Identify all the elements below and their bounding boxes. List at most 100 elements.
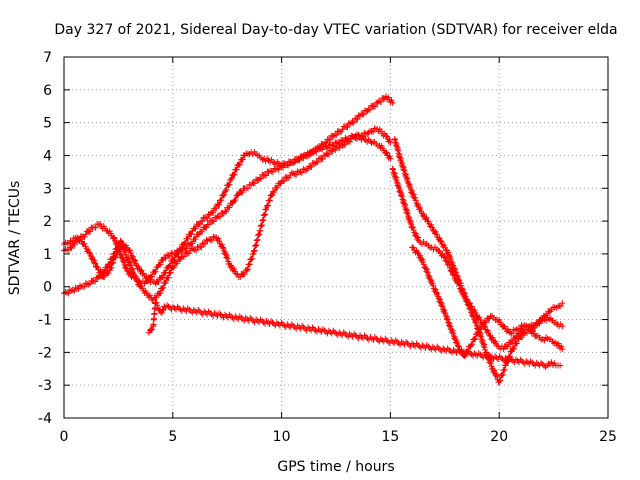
data-point [555,342,557,344]
data-point [437,250,439,252]
data-point [537,322,539,324]
data-point [476,332,478,334]
data-point [535,335,537,337]
data-point [472,315,474,317]
data-point [489,315,491,317]
data-point [405,207,407,209]
grid [64,57,608,418]
data-point [150,328,152,330]
data-point [453,266,455,268]
data-point [224,191,226,193]
data-point [281,181,283,183]
data-point [389,158,391,160]
data-point [350,138,352,140]
data-point [389,141,391,143]
x-tick-label: 15 [381,429,399,445]
data-point [198,246,200,248]
data-point [98,223,100,225]
data-point [276,168,278,170]
data-point [561,302,563,304]
data-point [550,361,552,363]
y-tick-label: 7 [43,50,52,66]
data-point [315,161,317,163]
data-point [70,240,72,242]
x-tick-label: 25 [599,429,617,445]
series-markers [61,125,394,303]
data-point [457,345,459,347]
series-track-g [145,299,564,371]
data-point [516,335,518,337]
data-point [368,131,370,133]
data-point [333,148,335,150]
data-point [337,141,339,143]
data-point [152,325,154,327]
y-tick-label: -4 [38,411,52,427]
data-series [61,93,566,386]
data-point [85,233,87,235]
series-markers [145,299,564,371]
data-point [154,282,156,284]
data-point [503,325,505,327]
data-point [128,250,130,252]
data-point [228,263,230,265]
data-point [307,168,309,170]
data-point [89,282,91,284]
y-tick-label: 6 [43,83,52,99]
data-point [496,319,498,321]
data-point [342,145,344,147]
y-tick-label: -2 [38,345,52,361]
data-point [200,220,202,222]
data-point [113,237,115,238]
data-point [289,161,291,163]
data-point [96,266,98,268]
data-point [424,243,426,245]
data-point [542,338,544,340]
data-point [544,315,546,317]
data-point [411,246,413,248]
data-point [167,266,169,268]
data-point [433,230,435,232]
data-point [418,253,420,255]
data-point [152,299,154,301]
data-point [529,325,531,327]
data-point [505,364,507,366]
data-point [546,364,548,366]
data-point [159,292,161,294]
data-point [141,273,143,275]
data-point [244,154,246,156]
data-point [398,187,400,189]
data-point [548,338,550,340]
data-point [263,158,265,160]
data-point [385,95,387,97]
data-point [207,223,209,225]
data-point [350,122,352,124]
data-point [246,269,248,271]
data-point [157,266,159,268]
data-point [146,292,148,294]
data-point [307,154,309,156]
data-point [328,145,330,147]
data-point [555,322,557,324]
y-tick-label: 0 [43,280,52,296]
data-point [476,315,478,317]
y-tick-label: 2 [43,214,52,230]
data-point [424,266,426,268]
axis-ticks [63,56,609,419]
y-tick-label: 3 [43,181,52,197]
data-point [191,230,193,232]
data-point [250,184,252,186]
x-tick-label: 10 [273,429,291,445]
y-axis-label: SDTVAR / TECUs [7,181,23,296]
data-point [359,135,361,137]
data-point [555,364,557,366]
data-point [450,328,452,330]
data-point [272,161,274,163]
data-point [548,319,550,321]
data-point [446,250,448,252]
y-tick-label: 4 [43,148,52,164]
data-point [252,253,254,255]
data-point [76,237,78,238]
data-point [470,345,472,347]
plot-frame [63,56,609,419]
